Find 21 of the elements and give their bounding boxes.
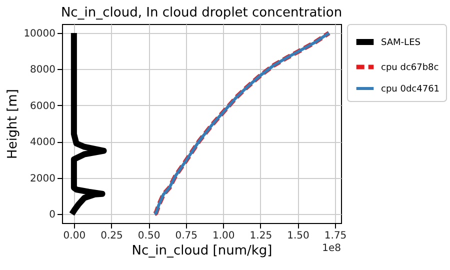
x-tick-label: 1.00: [212, 230, 235, 242]
y-tick-label: 4000: [30, 137, 56, 148]
x-tick-label: 1.75: [324, 230, 347, 242]
text: 1e8: [322, 243, 341, 254]
legend-label: SAM-LES: [381, 38, 421, 48]
legend-label: cpu 0dc4761: [381, 84, 440, 94]
chart-title: Nc_in_cloud, In cloud droplet concentration: [60, 6, 342, 20]
x-tick-label: 0.75: [175, 230, 198, 242]
y-tick-label: 6000: [30, 100, 56, 112]
y-axis-title: Height [m]: [6, 89, 21, 159]
legend-label: cpu dc67b8c: [381, 63, 439, 73]
x-tick-label: 0.00: [63, 230, 86, 242]
x-tick-label: 0.50: [138, 230, 160, 242]
x-tick-label: 1.25: [250, 230, 272, 242]
y-tick-label: 10000: [24, 28, 56, 40]
y-tick-label: 8000: [30, 64, 56, 76]
x-axis-title: Nc_in_cloud [num/kg]: [132, 244, 272, 258]
x-tick-label: 1.50: [287, 230, 310, 242]
y-tick-label: 2000: [30, 173, 56, 184]
x-tick-label: 0.25: [100, 230, 123, 242]
y-tick-label: 0: [49, 209, 56, 220]
